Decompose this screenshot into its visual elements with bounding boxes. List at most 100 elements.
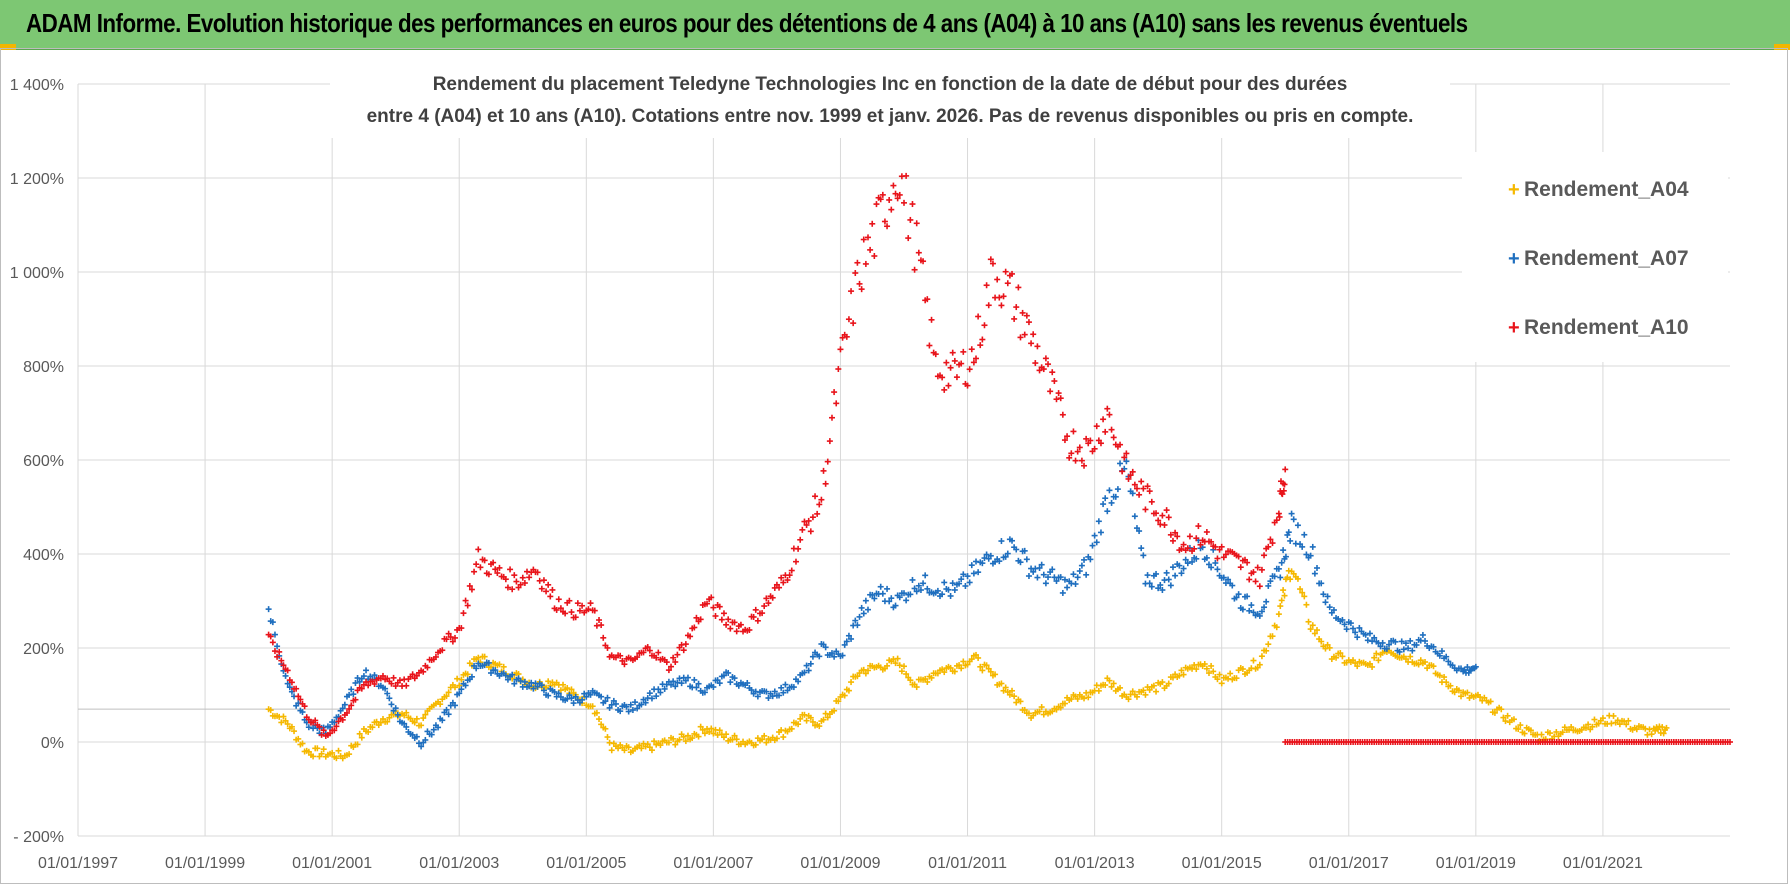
data-point-Rendement_A07	[1290, 516, 1297, 523]
data-point-Rendement_A10	[716, 603, 723, 610]
data-point-Rendement_A07	[1386, 641, 1393, 648]
data-point-Rendement_A07	[1350, 625, 1357, 632]
data-point-Rendement_A10	[335, 718, 342, 725]
data-point-Rendement_A10	[445, 630, 452, 637]
data-point-Rendement_A10	[447, 634, 454, 641]
data-point-Rendement_A04	[1487, 698, 1494, 705]
data-point-Rendement_A07	[1038, 561, 1045, 568]
data-point-Rendement_A07	[1148, 583, 1155, 590]
data-point-Rendement_A04	[288, 723, 295, 730]
data-point-Rendement_A10	[894, 195, 901, 202]
data-point-Rendement_A04	[901, 663, 907, 670]
data-point-Rendement_A10	[1180, 541, 1187, 548]
data-point-Rendement_A07	[892, 602, 899, 609]
data-point-Rendement_A10	[720, 610, 727, 617]
data-point-Rendement_A04	[638, 745, 645, 752]
data-point-Rendement_A07	[623, 703, 630, 710]
data-point-Rendement_A10	[1159, 512, 1166, 519]
data-point-Rendement_A10	[708, 594, 715, 601]
data-point-Rendement_A04	[1633, 726, 1640, 733]
data-point-Rendement_A07	[642, 699, 649, 706]
data-point-Rendement_A04	[1233, 675, 1240, 682]
data-point-Rendement_A10	[540, 577, 547, 584]
data-point-Rendement_A07	[1112, 493, 1119, 500]
data-point-Rendement_A07	[678, 680, 685, 687]
data-point-Rendement_A07	[1398, 638, 1405, 645]
data-point-Rendement_A07	[1169, 564, 1176, 571]
data-point-Rendement_A04	[780, 734, 787, 741]
data-point-Rendement_A04	[1616, 721, 1623, 728]
data-point-Rendement_A10	[994, 276, 1001, 283]
x-tick-label: 01/01/1997	[38, 855, 118, 872]
data-point-Rendement_A07	[858, 604, 865, 611]
data-point-Rendement_A07	[1314, 564, 1320, 571]
data-point-Rendement_A10	[1093, 423, 1100, 430]
data-point-Rendement_A10	[1237, 564, 1244, 571]
data-point-Rendement_A07	[854, 622, 861, 629]
data-point-Rendement_A04	[922, 675, 929, 682]
data-point-Rendement_A10	[451, 634, 458, 641]
data-point-Rendement_A04	[596, 716, 603, 723]
data-point-Rendement_A04	[358, 734, 365, 741]
data-point-Rendement_A10	[458, 625, 465, 632]
data-point-Rendement_A10	[1059, 411, 1066, 418]
data-point-Rendement_A10	[1222, 551, 1229, 558]
data-point-Rendement_A10	[1072, 457, 1079, 464]
data-point-Rendement_A07	[282, 672, 289, 679]
data-point-Rendement_A07	[1081, 556, 1088, 563]
data-point-Rendement_A07	[610, 697, 617, 704]
data-point-Rendement_A07	[917, 587, 924, 594]
data-point-Rendement_A07	[1030, 568, 1037, 575]
data-point-Rendement_A07	[668, 681, 675, 688]
data-point-Rendement_A07	[384, 690, 391, 697]
data-point-Rendement_A07	[443, 706, 450, 713]
data-point-Rendement_A10	[1087, 437, 1094, 444]
data-point-Rendement_A04	[604, 734, 611, 741]
data-point-Rendement_A07	[570, 700, 577, 707]
legend: + Rendement_A04 + Rendement_A07 + Rendem…	[1462, 152, 1728, 362]
legend-label-a07: Rendement_A07	[1524, 247, 1689, 270]
data-point-Rendement_A04	[1585, 721, 1592, 728]
data-point-Rendement_A07	[386, 695, 393, 702]
data-point-Rendement_A04	[1110, 680, 1117, 687]
data-point-Rendement_A10	[1066, 454, 1073, 461]
data-point-Rendement_A10	[1121, 454, 1128, 461]
data-point-Rendement_A10	[1148, 498, 1155, 505]
data-point-Rendement_A07	[265, 606, 272, 613]
data-point-Rendement_A04	[1290, 570, 1297, 577]
data-point-Rendement_A10	[1068, 450, 1075, 457]
data-point-Rendement_A04	[418, 722, 425, 729]
data-point-Rendement_A04	[682, 738, 689, 745]
data-point-Rendement_A04	[697, 723, 704, 730]
data-point-Rendement_A10	[549, 586, 556, 593]
data-point-Rendement_A10	[862, 260, 869, 267]
data-point-Rendement_A10	[837, 346, 844, 353]
data-point-Rendement_A04	[854, 673, 861, 680]
data-point-Rendement_A07	[612, 700, 619, 707]
data-point-Rendement_A10	[854, 259, 861, 266]
data-point-Rendement_A07	[608, 701, 615, 708]
data-point-Rendement_A04	[884, 662, 891, 669]
data-point-Rendement_A07	[1299, 543, 1306, 550]
data-point-Rendement_A10	[852, 270, 859, 277]
data-point-Rendement_A04	[1269, 633, 1276, 640]
data-point-Rendement_A04	[708, 725, 715, 732]
data-point-Rendement_A07	[1064, 584, 1071, 591]
data-point-Rendement_A10	[924, 296, 931, 303]
data-point-Rendement_A10	[496, 564, 503, 571]
data-point-Rendement_A07	[418, 743, 425, 750]
data-point-Rendement_A07	[1184, 560, 1191, 567]
data-point-Rendement_A10	[864, 234, 871, 241]
data-point-Rendement_A04	[1455, 687, 1462, 694]
data-point-Rendement_A10	[1256, 583, 1263, 590]
data-point-Rendement_A04	[278, 719, 285, 726]
data-point-Rendement_A04	[1025, 710, 1032, 717]
data-point-Rendement_A10	[502, 576, 509, 583]
data-point-Rendement_A04	[979, 667, 986, 674]
data-point-Rendement_A04	[403, 709, 410, 716]
data-point-Rendement_A10	[1281, 481, 1288, 488]
data-point-Rendement_A07	[782, 681, 789, 688]
data-point-Rendement_A10	[718, 616, 725, 623]
data-point-Rendement_A07	[979, 560, 986, 567]
